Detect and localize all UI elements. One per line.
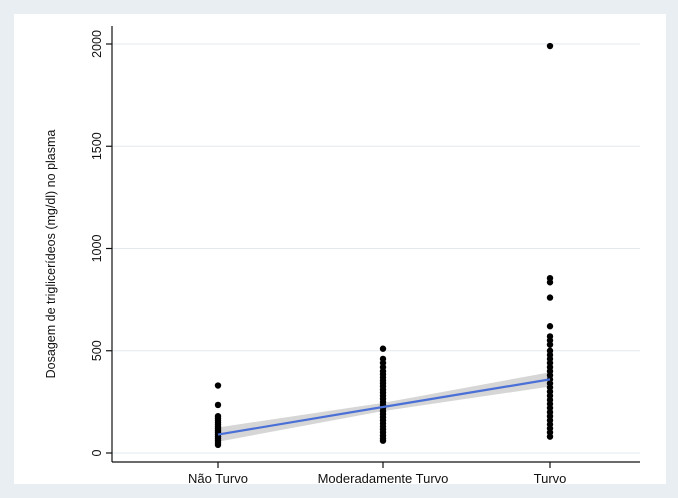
data-point [546, 341, 554, 348]
fit-line-layer [217, 378, 551, 436]
x-tick-label: Moderadamente Turvo [318, 471, 449, 486]
data-point [214, 401, 222, 409]
data-points [214, 42, 554, 449]
y-axis-ticks: 0 500 1000 1500 2000 [90, 30, 112, 456]
y-tick-label: 500 [90, 340, 104, 361]
y-tick-label: 0 [90, 449, 104, 456]
y-tick-label: 2000 [90, 30, 104, 58]
data-point [546, 323, 554, 330]
data-point [379, 345, 387, 352]
y-tick-label: 1500 [90, 132, 104, 160]
x-tick-label: Turvo [534, 471, 567, 486]
fit-line [217, 378, 551, 436]
x-tick-label: Não Turvo [188, 471, 248, 486]
data-point [546, 433, 554, 440]
y-axis-title: Dosagem de triglicerídeos (mg/dl) no pla… [44, 130, 58, 379]
axes [111, 26, 640, 463]
data-point [546, 279, 554, 286]
data-point [546, 42, 554, 50]
data-point [214, 382, 222, 389]
y-tick-label: 1000 [90, 235, 104, 263]
grid-lines [112, 43, 640, 454]
data-point [379, 437, 387, 444]
x-axis-ticks: Não Turvo Moderadamente Turvo Turvo [188, 462, 566, 486]
data-point [546, 294, 554, 301]
data-point [214, 441, 222, 449]
